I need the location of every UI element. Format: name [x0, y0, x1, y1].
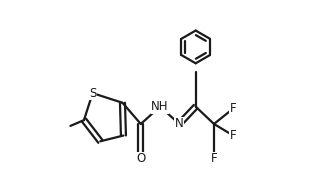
Text: N: N — [175, 117, 184, 131]
Text: S: S — [89, 87, 96, 100]
Text: F: F — [230, 129, 237, 142]
Text: F: F — [230, 102, 237, 115]
Text: F: F — [211, 152, 217, 165]
Text: NH: NH — [151, 100, 169, 113]
Text: O: O — [136, 152, 146, 165]
